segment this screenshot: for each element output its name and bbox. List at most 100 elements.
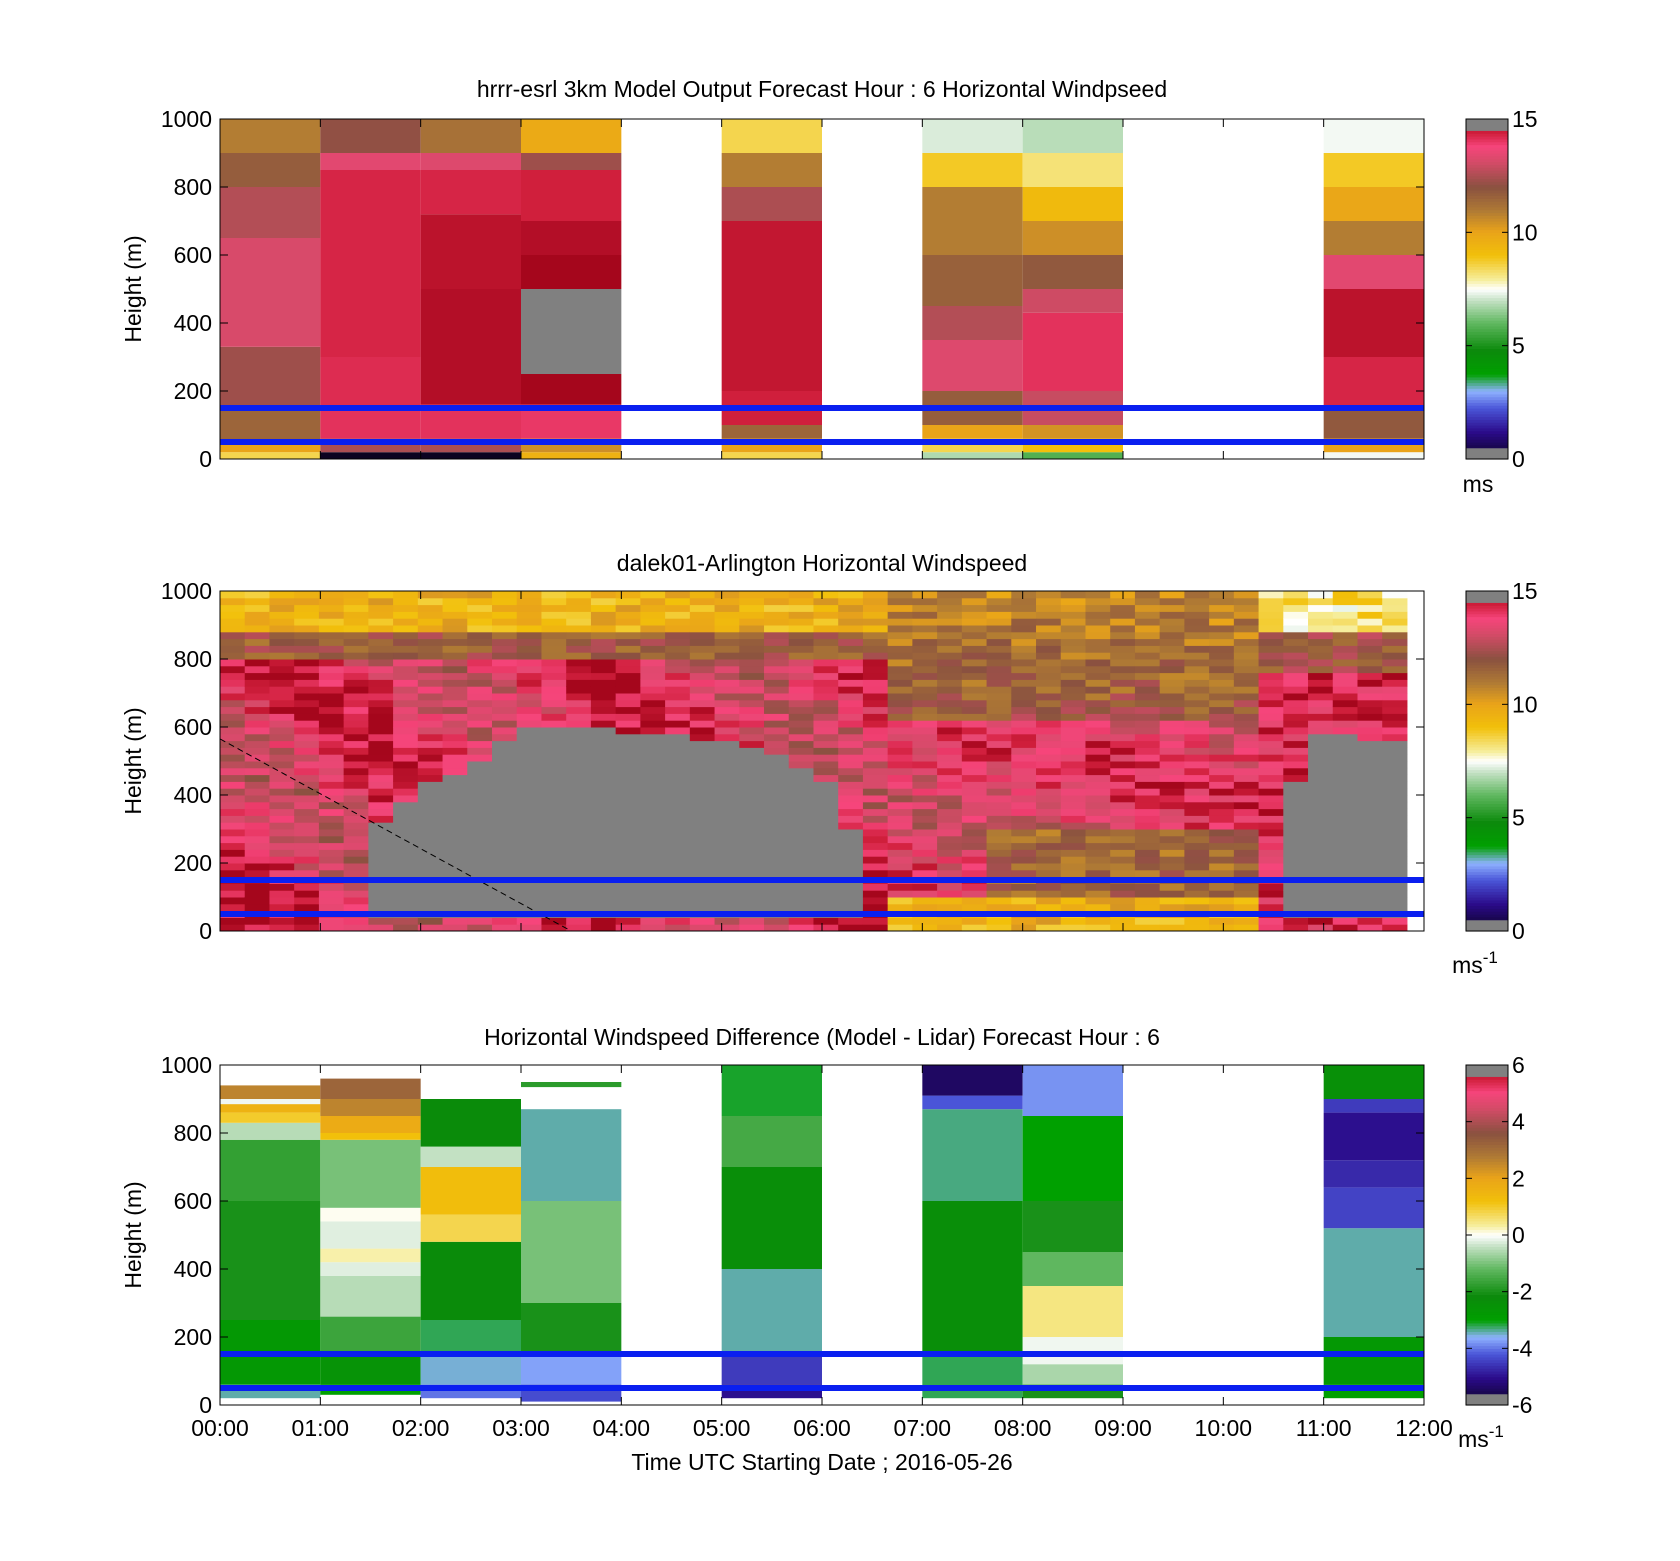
lidar-cell [467, 754, 493, 762]
lidar-cell [1209, 672, 1235, 680]
lidar-cell [1357, 638, 1383, 646]
lidar-cell [862, 706, 889, 714]
lidar-cell [788, 890, 814, 898]
lidar-cell [1357, 849, 1383, 857]
lidar-cell [1233, 815, 1260, 823]
lidar-cell [1258, 822, 1284, 830]
lidar-cell [739, 767, 765, 776]
lidar-cell [1209, 761, 1235, 769]
lidar-cell [368, 903, 394, 912]
lidar-cell [1233, 611, 1260, 619]
lidar-cell [1332, 747, 1358, 755]
lidar-cell [1209, 808, 1235, 816]
lidar-cell [714, 699, 740, 708]
lidar-cell [788, 679, 814, 687]
lidar-cell [1085, 863, 1111, 871]
heat-cell [1022, 153, 1123, 187]
lidar-cell [838, 863, 864, 871]
colorbar-segment [1466, 806, 1508, 810]
lidar-cell [937, 890, 963, 898]
lidar-cell [887, 795, 913, 803]
lidar-cell [1036, 713, 1062, 721]
lidar-cell [862, 795, 889, 803]
colorbar-segment [1466, 1288, 1508, 1293]
lidar-cell [1283, 686, 1309, 694]
lidar-cell [1283, 597, 1309, 606]
lidar-cell [937, 652, 963, 660]
lidar-cell [343, 849, 369, 857]
lidar-cell [1085, 733, 1111, 742]
lidar-cell [516, 631, 542, 640]
lidar-cell [541, 842, 567, 850]
lidar-cell [887, 774, 913, 782]
lidar-cell [318, 774, 345, 782]
lidar-cell [467, 883, 493, 891]
lidar-cell [986, 897, 1012, 905]
lidar-cell [516, 795, 542, 803]
lidar-cell [788, 631, 814, 640]
lidar-cell [368, 659, 394, 667]
lidar-cell [1209, 604, 1235, 612]
lidar-cell [1184, 883, 1210, 891]
lidar-cell [492, 740, 518, 748]
lidar-cell [862, 788, 889, 796]
lidar-cell [1134, 781, 1161, 789]
heat-cell [1323, 1112, 1424, 1161]
lidar-cell [1233, 665, 1260, 674]
lidar-cell [1382, 795, 1408, 803]
colorbar-segment [1466, 1141, 1508, 1145]
lidar-cell [1184, 774, 1210, 782]
lidar-cell [417, 740, 444, 748]
lidar-cell [368, 849, 394, 857]
colorbar-segment [1466, 761, 1508, 765]
lidar-cell [813, 822, 839, 830]
lidar-cell [1209, 631, 1235, 640]
lidar-cell [1332, 652, 1358, 660]
lidar-cell [665, 917, 691, 925]
x-tick-label: 08:00 [994, 1415, 1052, 1441]
colorbar-segment [1466, 136, 1508, 140]
lidar-cell [1134, 672, 1161, 680]
lidar-cell [1085, 761, 1111, 769]
lidar-cell [442, 903, 468, 912]
lidar-cell [516, 788, 542, 796]
lidar-cell [1357, 679, 1383, 687]
heat-cell [922, 1095, 1023, 1110]
lidar-cell [442, 679, 468, 687]
lidar-cell [590, 618, 617, 626]
lidar-cell [1134, 604, 1161, 612]
colorbar-segment [1466, 1297, 1508, 1301]
lidar-cell [566, 631, 592, 640]
lidar-cell [269, 693, 295, 701]
lidar-cell [961, 638, 988, 646]
lidar-cell [937, 665, 963, 674]
lidar-cell [590, 924, 617, 931]
lidar-cell [912, 767, 938, 776]
colorbar-segment [1466, 610, 1508, 615]
lidar-cell [887, 856, 913, 864]
colorbar-segment [1466, 252, 1508, 256]
lidar-cell [665, 604, 691, 612]
lidar-cell [1233, 842, 1260, 850]
lidar-cell [590, 890, 617, 898]
lidar-cell [1036, 842, 1062, 850]
lidar-cell [566, 604, 592, 612]
lidar-cell [986, 740, 1012, 748]
lidar-cell [665, 903, 691, 912]
lidar-cell [1258, 903, 1284, 912]
colorbar-segment [1466, 1314, 1508, 1318]
lidar-cell [1308, 740, 1334, 748]
lidar-cell [615, 747, 641, 755]
lidar-cell [343, 727, 369, 735]
lidar-cell [269, 767, 295, 776]
lidar-cell [1060, 815, 1086, 823]
lidar-cell [442, 924, 468, 931]
lidar-cell [640, 747, 666, 755]
lidar-cell [566, 672, 592, 680]
chart-title: Horizontal Windspeed Difference (Model -… [484, 1024, 1160, 1050]
lidar-cell [1308, 604, 1334, 612]
lidar-cell [442, 883, 468, 891]
lidar-cell [1060, 733, 1086, 742]
lidar-cell [689, 869, 716, 878]
lidar-cell [590, 795, 617, 803]
